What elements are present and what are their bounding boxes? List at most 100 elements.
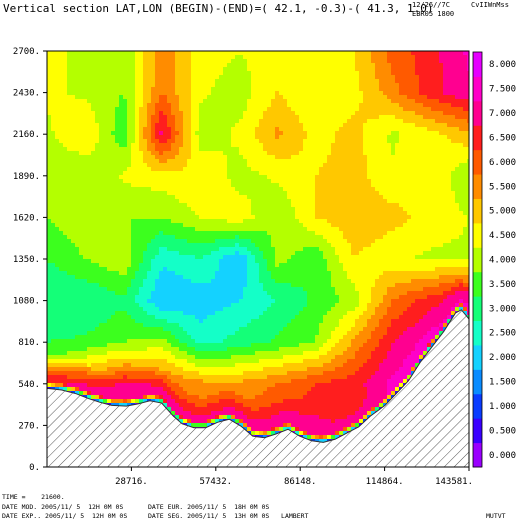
field-cell [407,155,412,160]
field-cell [307,167,312,172]
field-cell [447,163,452,168]
field-cell [227,67,232,72]
field-cell [311,159,316,164]
field-cell [443,199,448,204]
field-cell [151,131,156,136]
field-cell [163,63,168,68]
field-cell [287,163,292,168]
field-cell [439,107,444,112]
field-cell [187,187,192,192]
field-cell [51,127,56,132]
field-cell [51,143,56,148]
field-cell [67,167,72,172]
field-cell [159,91,164,96]
field-cell [87,59,92,64]
field-cell [147,163,152,168]
field-cell [167,175,172,180]
field-cell [435,171,440,176]
field-cell [335,127,340,132]
field-cell [107,187,112,192]
field-cell [183,135,188,140]
field-cell [451,99,456,104]
field-cell [83,107,88,112]
field-cell [107,79,112,84]
field-cell [327,191,332,196]
field-cell [175,155,180,160]
field-cell [239,171,244,176]
field-cell [163,223,168,228]
field-cell [323,51,328,56]
field-cell [463,155,468,160]
field-cell [67,75,72,80]
field-cell [175,143,180,148]
field-cell [451,71,456,76]
field-cell [219,147,224,152]
field-cell [239,123,244,128]
field-cell [51,103,56,108]
field-cell [67,131,72,136]
field-cell [179,87,184,92]
field-cell [143,183,148,188]
field-cell [191,203,196,208]
field-cell [247,87,252,92]
field-cell [111,83,116,88]
field-cell [223,99,228,104]
field-cell [335,203,340,208]
field-cell [323,103,328,108]
field-cell [391,219,396,224]
field-cell [447,119,452,124]
field-cell [279,207,284,212]
field-cell [115,223,120,228]
field-cell [115,195,120,200]
field-cell [451,223,456,228]
field-cell [331,91,336,96]
field-cell [227,155,232,160]
field-cell [339,147,344,152]
field-cell [459,187,464,192]
field-cell [283,207,288,212]
field-cell [295,187,300,192]
field-cell [199,231,204,236]
field-cell [103,75,108,80]
field-cell [199,103,204,108]
field-cell [215,119,220,124]
field-cell [135,171,140,176]
field-cell [151,147,156,152]
field-cell [319,59,324,64]
field-cell [207,147,212,152]
field-cell [375,183,380,188]
field-cell [207,107,212,112]
field-cell [95,199,100,204]
field-cell [51,91,56,96]
field-cell [279,127,284,132]
field-cell [295,151,300,156]
field-cell [115,99,120,104]
field-cell [279,187,284,192]
field-cell [463,143,468,148]
field-cell [363,119,368,124]
field-cell [211,211,216,216]
field-cell [459,139,464,144]
field-cell [187,215,192,220]
field-cell [447,111,452,116]
field-cell [427,211,432,216]
field-cell [319,223,324,228]
field-cell [355,123,360,128]
field-cell [339,171,344,176]
field-cell [159,203,164,208]
field-cell [355,75,360,80]
field-cell [107,111,112,116]
field-cell [443,171,448,176]
field-cell [403,159,408,164]
field-cell [103,115,108,120]
field-cell [355,115,360,120]
field-cell [191,207,196,212]
field-cell [387,95,392,100]
field-cell [307,151,312,156]
field-cell [331,227,336,232]
field-cell [271,231,276,236]
field-cell [319,155,324,160]
field-cell [419,151,424,156]
field-cell [87,203,92,208]
field-cell [403,75,408,80]
